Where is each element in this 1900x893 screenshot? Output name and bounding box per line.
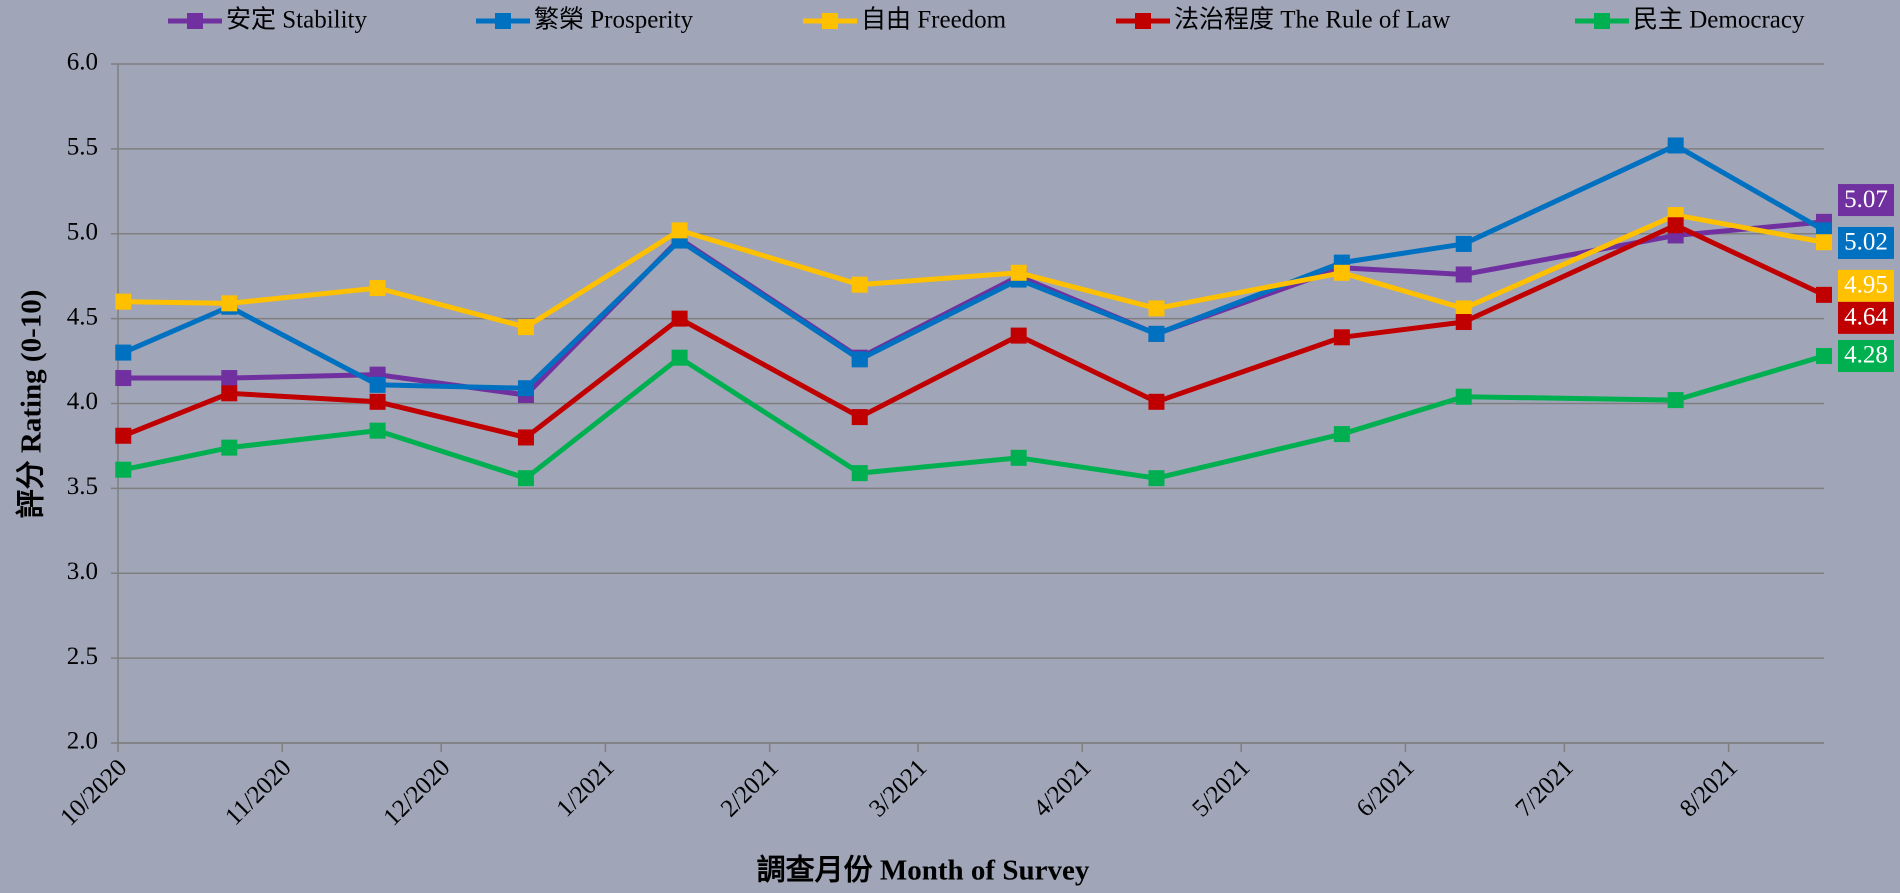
point-marker [1010,264,1027,281]
legend-label: 繁榮 Prosperity [534,6,694,34]
point-marker [851,351,868,368]
point-marker [1455,235,1472,252]
y-tick-label: 2.5 [67,643,98,670]
point-marker [221,295,238,312]
legend-swatch [1594,13,1610,29]
point-marker [851,409,868,426]
point-marker [1333,426,1350,443]
point-marker [1816,234,1832,251]
legend-swatch [187,13,203,29]
point-marker [1455,300,1472,317]
point-marker [115,461,132,478]
point-marker [1010,449,1027,466]
y-tick-label: 6.0 [67,49,98,76]
legend-label: 自由 Freedom [861,6,1007,34]
value-label-box [1838,269,1894,302]
point-marker [369,393,386,410]
y-tick-label: 4.0 [67,388,98,415]
point-marker [517,380,534,397]
legend-swatch [822,13,838,29]
point-marker [671,349,688,366]
y-tick-label: 5.5 [67,134,98,161]
point-marker [517,319,534,336]
y-axis-title: 評分 Rating (0-10) [14,290,48,519]
value-label: 5.07 [1844,186,1888,213]
y-tick-label: 4.5 [67,303,98,330]
point-marker [369,376,386,393]
point-marker [115,427,132,444]
point-marker [369,422,386,439]
point-marker [1455,314,1472,331]
point-marker [369,280,386,297]
point-marker [851,465,868,482]
legend-label: 法治程度 The Rule of Law [1174,6,1450,34]
y-tick-label: 3.5 [67,473,98,500]
legend-label: 安定 Stability [226,6,367,34]
point-marker [1333,264,1350,281]
point-marker [1148,300,1165,317]
y-tick-label: 2.0 [67,728,98,755]
value-label-box [1838,184,1894,217]
point-marker [115,344,132,361]
legend-label: 民主 Democracy [1633,6,1805,34]
point-marker [671,310,688,327]
point-marker [221,385,238,402]
value-label-box [1838,301,1894,334]
point-marker [851,276,868,293]
point-marker [1816,286,1832,303]
series-line [122,142,1826,391]
point-marker [1148,470,1165,487]
point-marker [1667,137,1684,154]
point-marker [1148,325,1165,342]
value-label-box [1838,226,1894,259]
series-line [123,212,1825,330]
value-label: 4.95 [1844,272,1888,299]
value-label-box [1838,339,1894,372]
point-marker [1455,388,1472,405]
legend-swatch [1135,13,1151,29]
series-line [122,353,1825,481]
y-tick-label: 5.0 [67,218,98,245]
point-marker [1148,393,1165,410]
value-label: 4.28 [1844,342,1888,369]
value-label: 5.02 [1844,229,1888,256]
point-marker [517,470,534,487]
series-line [122,222,1826,440]
x-axis-title: 調查月份 Month of Survey [757,854,1090,887]
point-marker [221,370,238,387]
point-marker [1816,347,1832,364]
point-marker [1010,327,1027,344]
value-label: 4.64 [1844,304,1888,331]
point-marker [221,439,238,456]
point-marker [517,429,534,446]
y-tick-label: 3.0 [67,558,98,585]
legend-swatch [495,13,511,29]
point-marker [115,293,132,310]
point-marker [1333,329,1350,346]
point-marker [671,222,688,239]
point-marker [1667,217,1684,234]
point-marker [1667,392,1684,409]
point-marker [1455,266,1472,283]
point-marker [115,370,132,387]
